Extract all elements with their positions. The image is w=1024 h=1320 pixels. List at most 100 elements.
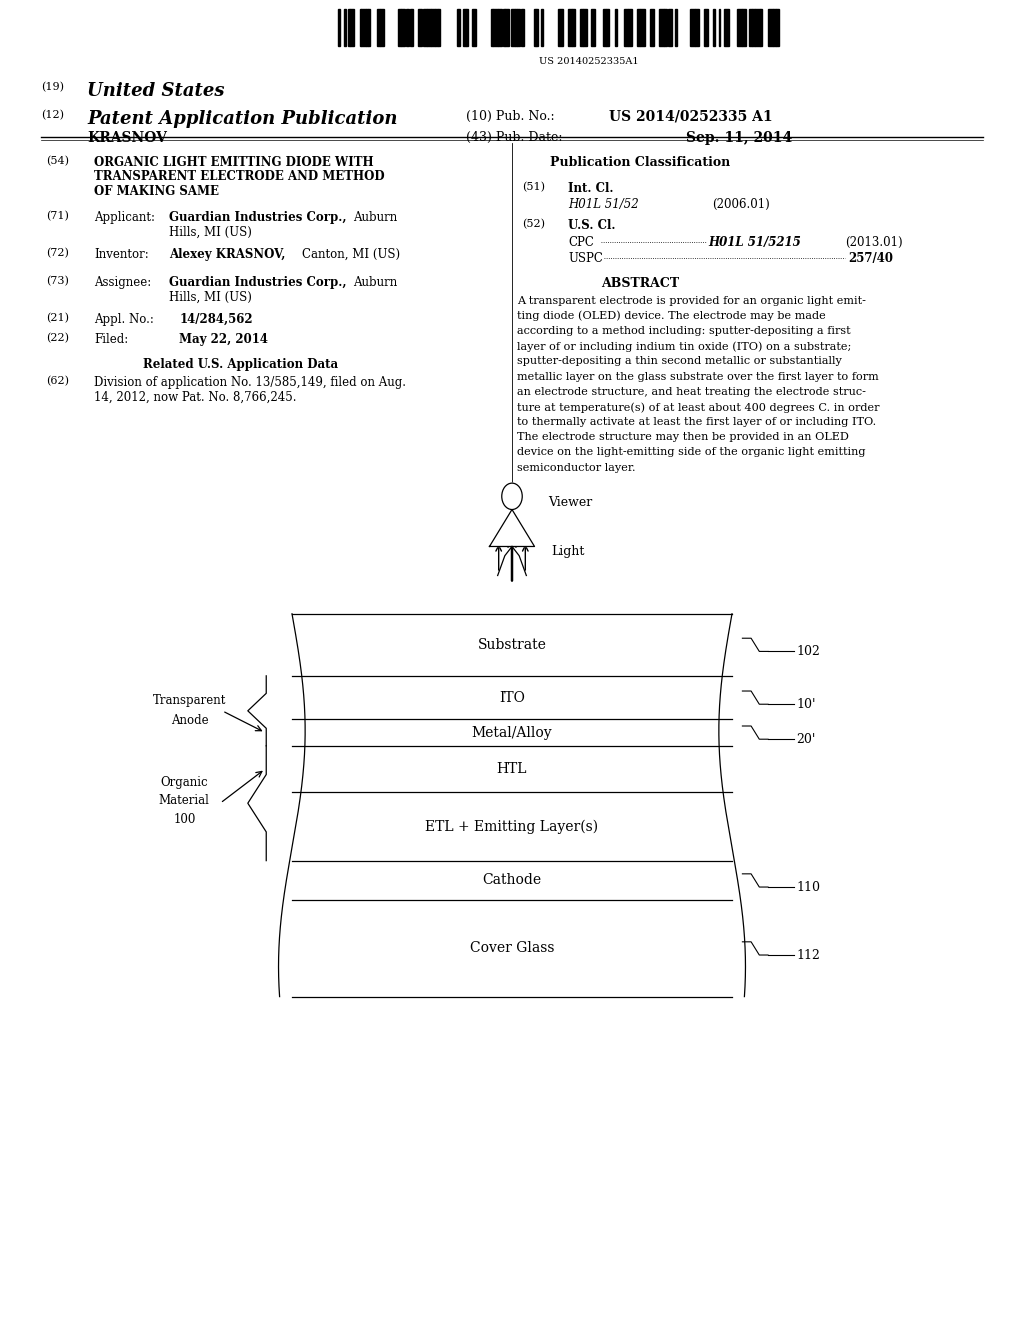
Bar: [472, 9, 476, 46]
Text: Filed:: Filed:: [94, 333, 128, 346]
Bar: [558, 9, 563, 46]
Bar: [427, 9, 431, 46]
Text: Substrate: Substrate: [477, 638, 547, 652]
Bar: [410, 9, 413, 46]
Text: H01L 51/5215: H01L 51/5215: [709, 236, 802, 249]
Text: Auburn: Auburn: [353, 211, 397, 224]
Bar: [361, 9, 366, 46]
Bar: [338, 9, 340, 46]
Bar: [378, 9, 380, 46]
Text: ORGANIC LIGHT EMITTING DIODE WITH: ORGANIC LIGHT EMITTING DIODE WITH: [94, 156, 374, 169]
Text: HTL: HTL: [497, 762, 527, 776]
Text: metallic layer on the glass substrate over the first layer to form: metallic layer on the glass substrate ov…: [517, 372, 879, 381]
Bar: [505, 9, 509, 46]
Text: (2013.01): (2013.01): [845, 236, 902, 249]
Bar: [536, 9, 539, 46]
Text: (62): (62): [46, 376, 69, 387]
Text: Guardian Industries Corp.,: Guardian Industries Corp.,: [169, 211, 346, 224]
Text: Alexey KRASNOV,: Alexey KRASNOV,: [169, 248, 286, 261]
Text: H01L 51/52: H01L 51/52: [568, 198, 639, 211]
Bar: [753, 9, 755, 46]
Text: CPC: CPC: [568, 236, 594, 249]
Text: Division of application No. 13/585,149, filed on Aug.: Division of application No. 13/585,149, …: [94, 376, 407, 389]
Bar: [503, 9, 505, 46]
Text: device on the light-emitting side of the organic light emitting: device on the light-emitting side of the…: [517, 447, 865, 458]
Text: U.S. Cl.: U.S. Cl.: [568, 219, 615, 232]
Bar: [668, 9, 672, 46]
Text: Patent Application Publication: Patent Application Publication: [87, 110, 397, 128]
Bar: [664, 9, 668, 46]
Bar: [773, 9, 776, 46]
Bar: [756, 9, 760, 46]
Text: The electrode structure may then be provided in an OLED: The electrode structure may then be prov…: [517, 433, 849, 442]
Bar: [603, 9, 606, 46]
Text: Int. Cl.: Int. Cl.: [568, 182, 613, 195]
Text: (51): (51): [522, 182, 545, 193]
Bar: [650, 9, 654, 46]
Text: US 2014/0252335 A1: US 2014/0252335 A1: [609, 110, 773, 124]
Text: 110: 110: [797, 880, 820, 894]
Text: ABSTRACT: ABSTRACT: [601, 277, 679, 290]
Bar: [492, 9, 494, 46]
Text: USPC: USPC: [568, 252, 603, 265]
Text: ting diode (OLED) device. The electrode may be made: ting diode (OLED) device. The electrode …: [517, 310, 826, 322]
Text: Metal/Alloy: Metal/Alloy: [472, 726, 552, 739]
Bar: [724, 9, 728, 46]
Text: Auburn: Auburn: [353, 276, 397, 289]
Text: A transparent electrode is provided for an organic light emit-: A transparent electrode is provided for …: [517, 296, 866, 306]
Text: Cathode: Cathode: [482, 874, 542, 887]
Bar: [695, 9, 699, 46]
Bar: [614, 9, 616, 46]
Text: layer of or including indium tin oxide (ITO) on a substrate;: layer of or including indium tin oxide (…: [517, 341, 852, 352]
Text: (19): (19): [41, 82, 63, 92]
Text: Hills, MI (US): Hills, MI (US): [169, 290, 252, 304]
Text: Transparent: Transparent: [153, 694, 226, 706]
Text: Canton, MI (US): Canton, MI (US): [302, 248, 400, 261]
Bar: [675, 9, 677, 46]
Bar: [494, 9, 498, 46]
Bar: [659, 9, 664, 46]
Bar: [515, 9, 517, 46]
Text: Anode: Anode: [171, 714, 208, 726]
Text: (43) Pub. Date:: (43) Pub. Date:: [466, 131, 562, 144]
Text: Publication Classification: Publication Classification: [550, 156, 730, 169]
Text: (2006.01): (2006.01): [712, 198, 769, 211]
Text: United States: United States: [87, 82, 224, 100]
Bar: [749, 9, 753, 46]
Text: 100: 100: [173, 813, 196, 825]
Bar: [435, 9, 437, 46]
Text: Organic: Organic: [161, 776, 208, 788]
Text: Applicant:: Applicant:: [94, 211, 156, 224]
Bar: [466, 9, 468, 46]
Bar: [380, 9, 384, 46]
Polygon shape: [489, 510, 535, 546]
Bar: [520, 9, 524, 46]
Bar: [625, 9, 628, 46]
Text: semiconductor layer.: semiconductor layer.: [517, 463, 636, 473]
Bar: [401, 9, 406, 46]
Text: May 22, 2014: May 22, 2014: [179, 333, 268, 346]
Text: 14/284,562: 14/284,562: [179, 313, 253, 326]
Text: ITO: ITO: [499, 690, 525, 705]
Bar: [567, 9, 572, 46]
Text: Cover Glass: Cover Glass: [470, 941, 554, 956]
Bar: [580, 9, 583, 46]
Text: Viewer: Viewer: [548, 496, 592, 510]
Text: TRANSPARENT ELECTRODE AND METHOD: TRANSPARENT ELECTRODE AND METHOD: [94, 170, 385, 183]
Bar: [367, 9, 368, 46]
Bar: [418, 9, 422, 46]
Bar: [705, 9, 708, 46]
Text: KRASNOV: KRASNOV: [87, 131, 167, 145]
Bar: [398, 9, 400, 46]
Bar: [640, 9, 645, 46]
Text: according to a method including: sputter-depositing a first: according to a method including: sputter…: [517, 326, 851, 337]
Text: 102: 102: [797, 645, 820, 657]
Text: (72): (72): [46, 248, 69, 259]
Bar: [690, 9, 694, 46]
Text: 257/40: 257/40: [848, 252, 893, 265]
Text: OF MAKING SAME: OF MAKING SAME: [94, 185, 219, 198]
Bar: [768, 9, 773, 46]
Text: 20': 20': [797, 733, 816, 746]
Text: sputter-depositing a thin second metallic or substantially: sputter-depositing a thin second metalli…: [517, 356, 842, 367]
Bar: [606, 9, 609, 46]
